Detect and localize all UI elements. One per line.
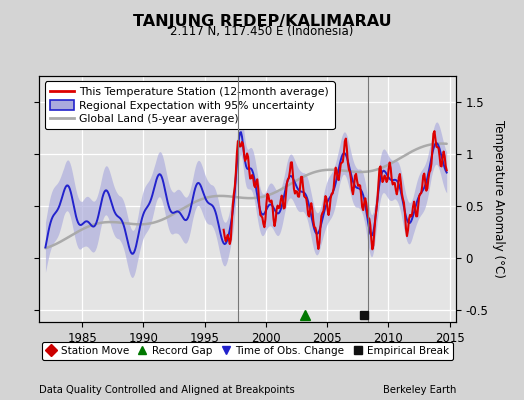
Text: Data Quality Controlled and Aligned at Breakpoints: Data Quality Controlled and Aligned at B… [39, 385, 295, 395]
Text: TANJUNG REDEP/KALIMARAU: TANJUNG REDEP/KALIMARAU [133, 14, 391, 29]
Legend: Station Move, Record Gap, Time of Obs. Change, Empirical Break: Station Move, Record Gap, Time of Obs. C… [42, 342, 453, 360]
Legend: This Temperature Station (12-month average), Regional Expectation with 95% uncer: This Temperature Station (12-month avera… [45, 82, 334, 129]
Text: Berkeley Earth: Berkeley Earth [383, 385, 456, 395]
Text: 2.117 N, 117.450 E (Indonesia): 2.117 N, 117.450 E (Indonesia) [170, 25, 354, 38]
Y-axis label: Temperature Anomaly (°C): Temperature Anomaly (°C) [492, 120, 505, 278]
